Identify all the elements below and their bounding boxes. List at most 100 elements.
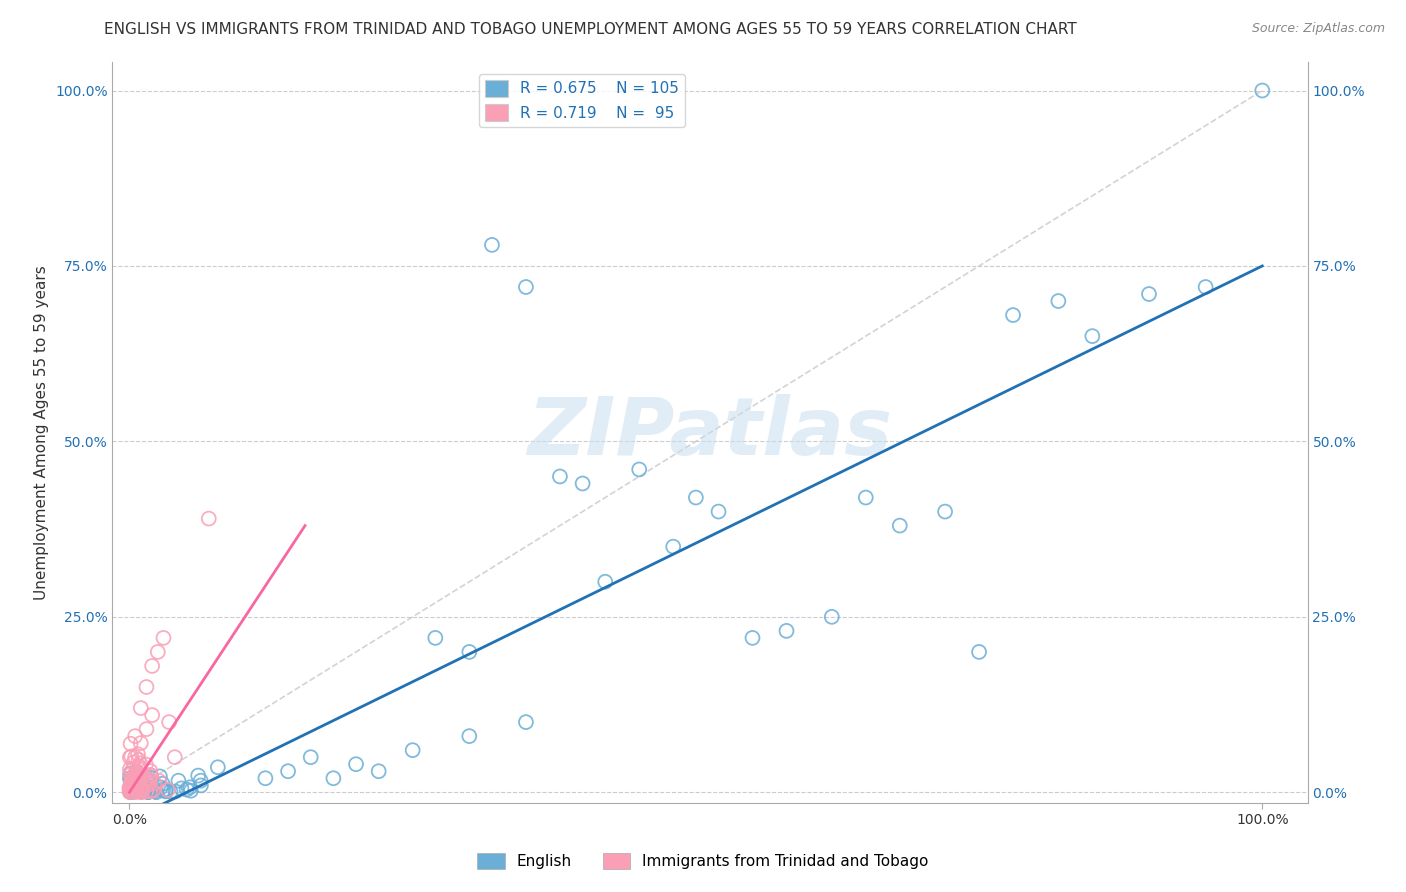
Point [134,778,156,792]
Point [515,715,537,730]
Point [170,781,193,796]
Point [548,469,571,483]
Point [143,784,166,798]
Point [124,750,146,764]
Point [122,776,145,790]
Point [120,780,142,795]
Point [127,773,149,788]
Point [128,759,150,773]
Point [163,750,186,764]
Point [121,783,143,797]
Point [127,776,149,790]
Point [121,763,143,777]
Point [139,764,162,778]
Point [344,757,367,772]
Point [149,769,172,783]
Point [135,722,157,736]
Point [131,782,153,797]
Point [741,631,763,645]
Point [120,768,142,782]
Point [142,783,165,797]
Point [124,778,146,792]
Point [134,782,156,797]
Point [122,782,145,797]
Point [121,774,143,789]
Point [1137,287,1160,301]
Point [120,780,142,795]
Point [136,773,159,788]
Point [120,776,142,790]
Legend: English, Immigrants from Trinidad and Tobago: English, Immigrants from Trinidad and To… [471,847,935,875]
Point [125,784,148,798]
Point [135,784,157,798]
Point [1081,329,1104,343]
Point [120,785,142,799]
Point [125,780,148,795]
Point [125,765,148,780]
Point [125,775,148,789]
Point [254,771,277,785]
Point [136,783,159,797]
Point [967,645,990,659]
Point [207,760,229,774]
Point [122,770,145,784]
Point [131,775,153,789]
Text: ENGLISH VS IMMIGRANTS FROM TRINIDAD AND TOBAGO UNEMPLOYMENT AMONG AGES 55 TO 59 : ENGLISH VS IMMIGRANTS FROM TRINIDAD AND … [104,22,1077,37]
Point [121,782,143,797]
Point [124,729,146,743]
Point [176,782,198,797]
Y-axis label: Unemployment Among Ages 55 to 59 years: Unemployment Among Ages 55 to 59 years [34,265,49,600]
Point [131,785,153,799]
Point [128,767,150,781]
Point [127,782,149,797]
Point [125,765,148,780]
Point [821,610,844,624]
Point [132,784,155,798]
Point [128,777,150,791]
Point [197,511,219,525]
Point [125,780,148,795]
Point [889,518,911,533]
Point [121,775,143,789]
Point [122,777,145,791]
Point [120,785,142,799]
Point [120,773,142,788]
Point [190,773,212,788]
Point [129,770,152,784]
Point [1002,308,1025,322]
Point [135,680,157,694]
Point [156,783,179,797]
Point [121,781,143,796]
Point [128,781,150,796]
Point [157,715,180,730]
Point [125,783,148,797]
Point [128,759,150,773]
Point [1251,83,1274,97]
Point [128,753,150,767]
Point [125,780,148,794]
Point [127,780,149,795]
Point [118,785,141,799]
Point [121,780,143,795]
Point [121,781,143,796]
Point [120,737,142,751]
Point [121,776,143,790]
Point [180,783,202,797]
Point [141,771,163,785]
Point [149,780,172,795]
Point [139,784,162,798]
Point [129,783,152,797]
Point [145,785,167,799]
Point [134,784,156,798]
Point [139,769,162,783]
Point [159,785,181,799]
Point [122,772,145,787]
Point [118,780,141,794]
Point [129,785,152,799]
Point [138,785,160,799]
Point [179,780,201,795]
Point [122,780,145,794]
Point [128,780,150,794]
Point [125,776,148,790]
Point [125,772,148,787]
